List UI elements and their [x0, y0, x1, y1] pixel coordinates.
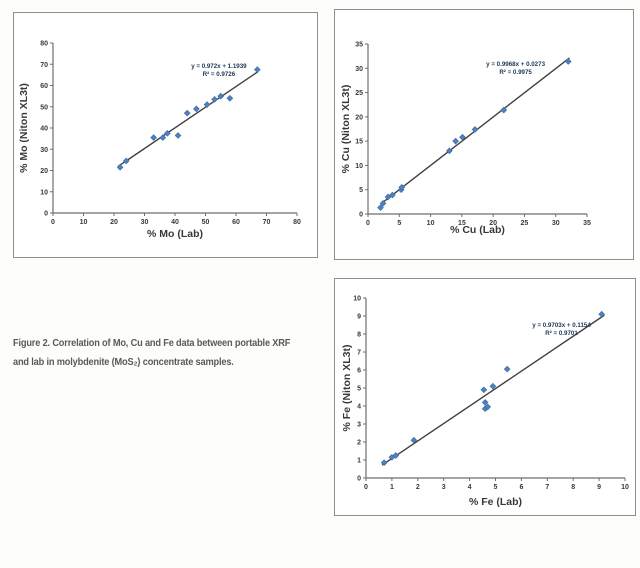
svg-text:60: 60	[232, 219, 240, 226]
svg-text:70: 70	[263, 219, 271, 226]
figure-caption: Figure 2. Correlation of Mo, Cu and Fe d…	[13, 334, 290, 372]
svg-text:0: 0	[364, 484, 368, 491]
figure-caption-line1: Figure 2. Correlation of Mo, Cu and Fe d…	[13, 337, 291, 349]
svg-text:% Mo (Lab): % Mo (Lab)	[147, 228, 203, 240]
svg-text:15: 15	[355, 139, 363, 146]
svg-text:0: 0	[51, 219, 55, 226]
svg-text:20: 20	[110, 219, 118, 226]
svg-text:4: 4	[468, 484, 472, 491]
svg-text:6: 6	[357, 368, 361, 375]
figure-caption-line2: and lab in molybdenite (MoS₂) concentrat…	[13, 356, 234, 368]
svg-text:3: 3	[357, 422, 361, 429]
svg-text:10: 10	[353, 296, 361, 303]
fe-chart-panel: 0 1 2 3 4 5 6 7 8 9 10 0 1 2 3 4 5 6 7 8 9 10 y = 0.9703x + 0.…	[334, 278, 636, 516]
svg-text:20: 20	[355, 114, 363, 121]
svg-text:80: 80	[293, 219, 301, 226]
svg-text:0: 0	[357, 476, 361, 483]
svg-text:20: 20	[40, 168, 48, 175]
svg-text:50: 50	[202, 219, 210, 226]
svg-text:6: 6	[519, 484, 523, 491]
svg-text:9: 9	[597, 484, 601, 491]
svg-text:4: 4	[357, 404, 361, 411]
mo-chart-panel: 0 10 20 30 40 50 60 70 80 0 10 20 30 40 50 60 70 80 y = 0.…	[13, 12, 318, 258]
svg-text:70: 70	[40, 62, 48, 69]
cu-scatter-chart: 0 5 10 15 20 25 30 35 0 5 10 15 20 25 30 35 y = 0.9968x …	[340, 42, 591, 237]
svg-text:R² = 0.9726: R² = 0.9726	[203, 71, 236, 78]
svg-text:80: 80	[40, 41, 48, 48]
svg-text:8: 8	[357, 332, 361, 339]
svg-text:% Mo (Niton XL3t): % Mo (Niton XL3t)	[18, 83, 30, 173]
svg-text:y = 0.972x + 1.1939: y = 0.972x + 1.1939	[191, 63, 247, 70]
svg-text:10: 10	[80, 219, 88, 226]
svg-text:R² = 0.9975: R² = 0.9975	[499, 69, 532, 76]
svg-text:3: 3	[442, 484, 446, 491]
svg-text:0: 0	[366, 220, 370, 227]
svg-text:7: 7	[357, 350, 361, 357]
svg-text:% Fe (Niton XL3t): % Fe (Niton XL3t)	[341, 345, 353, 432]
svg-text:2: 2	[357, 440, 361, 447]
svg-text:30: 30	[141, 219, 149, 226]
svg-text:10: 10	[621, 484, 629, 491]
svg-text:40: 40	[40, 126, 48, 133]
svg-text:50: 50	[40, 104, 48, 111]
svg-text:35: 35	[583, 220, 591, 227]
svg-text:% Fe (Lab): % Fe (Lab)	[469, 496, 522, 508]
svg-text:25: 25	[355, 90, 363, 97]
svg-text:5: 5	[357, 386, 361, 393]
mo-scatter-chart: 0 10 20 30 40 50 60 70 80 0 10 20 30 40 50 60 70 80 y = 0.…	[18, 41, 301, 241]
svg-text:35: 35	[355, 42, 363, 49]
svg-text:30: 30	[40, 147, 48, 154]
svg-text:60: 60	[40, 83, 48, 90]
svg-text:40: 40	[171, 219, 179, 226]
svg-text:y = 0.9703x + 0.1154: y = 0.9703x + 0.1154	[532, 322, 591, 329]
svg-text:1: 1	[390, 484, 394, 491]
svg-text:30: 30	[552, 220, 560, 227]
svg-text:7: 7	[545, 484, 549, 491]
svg-text:10: 10	[427, 220, 435, 227]
svg-text:10: 10	[40, 189, 48, 196]
svg-text:20: 20	[489, 220, 497, 227]
svg-text:2: 2	[416, 484, 420, 491]
svg-text:30: 30	[355, 66, 363, 73]
svg-text:% Cu (Lab): % Cu (Lab)	[450, 224, 505, 236]
svg-text:8: 8	[571, 484, 575, 491]
svg-text:15: 15	[458, 220, 466, 227]
svg-text:5: 5	[397, 220, 401, 227]
svg-text:5: 5	[494, 484, 498, 491]
svg-text:5: 5	[359, 187, 363, 194]
fe-scatter-chart: 0 1 2 3 4 5 6 7 8 9 10 0 1 2 3 4 5 6 7 8 9 10 y = 0.9703x + 0.…	[341, 296, 629, 509]
svg-text:25: 25	[521, 220, 529, 227]
cu-chart-panel: 0 5 10 15 20 25 30 35 0 5 10 15 20 25 30 35 y = 0.9968x …	[334, 9, 634, 260]
svg-text:R² = 0.9701: R² = 0.9701	[545, 330, 578, 337]
svg-text:0: 0	[44, 211, 48, 218]
svg-text:0: 0	[359, 212, 363, 219]
svg-text:9: 9	[357, 314, 361, 321]
svg-text:y = 0.9968x + 0.0273: y = 0.9968x + 0.0273	[486, 61, 545, 68]
svg-text:1: 1	[357, 458, 361, 465]
svg-text:% Cu (Niton XL3t): % Cu (Niton XL3t)	[340, 85, 352, 174]
svg-text:10: 10	[355, 163, 363, 170]
